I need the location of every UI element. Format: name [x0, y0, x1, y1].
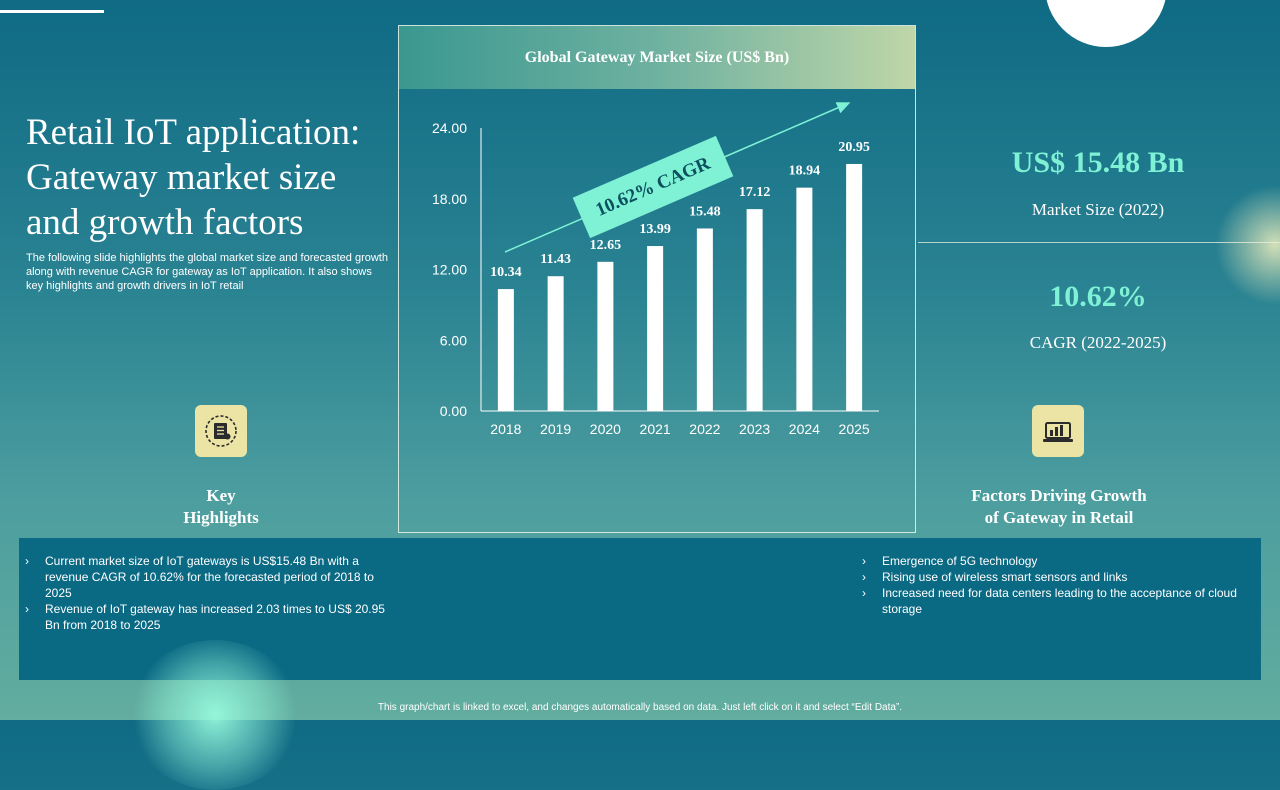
- growth-factor-item: Rising use of wireless smart sensors and…: [856, 569, 1246, 585]
- y-tick-label: 24.00: [432, 120, 467, 136]
- data-label: 11.43: [540, 252, 571, 267]
- growth-factors-heading-line1: Factors Driving Growth: [971, 486, 1147, 505]
- y-tick-label: 12.00: [432, 262, 467, 278]
- chart-title: Global Gateway Market Size (US$ Bn): [399, 26, 915, 89]
- footer-note: This graph/chart is linked to excel, and…: [377, 702, 903, 713]
- data-label: 17.12: [739, 185, 771, 200]
- y-tick-label: 18.00: [432, 191, 467, 207]
- page-subtitle: The following slide highlights the globa…: [26, 252, 388, 292]
- bar-chart[interactable]: 10.62% CAGR 0.006.0012.0018.0024.0020181…: [399, 26, 915, 532]
- y-tick-label: 0.00: [440, 403, 467, 419]
- decorative-glow-bottom: [130, 640, 300, 790]
- laptop-chart-icon: [1032, 405, 1084, 457]
- growth-factors-heading-line2: of Gateway in Retail: [984, 508, 1134, 527]
- bar[interactable]: [547, 276, 564, 411]
- x-tick-label: 2021: [640, 421, 671, 437]
- bar[interactable]: [796, 187, 813, 411]
- cagr-badge: [572, 135, 734, 239]
- top-accent-line: [0, 10, 104, 13]
- growth-factor-item: Emergence of 5G technology: [856, 553, 1246, 569]
- data-label: 12.65: [590, 238, 622, 253]
- data-label: 18.94: [789, 164, 821, 179]
- y-tick-label: 6.00: [440, 332, 467, 348]
- bar[interactable]: [846, 163, 863, 411]
- x-tick-label: 2018: [490, 421, 521, 437]
- key-highlight-item: Revenue of IoT gateway has increased 2.0…: [19, 601, 399, 633]
- bar[interactable]: [696, 228, 713, 411]
- x-tick-label: 2024: [789, 421, 820, 437]
- key-highlights-heading: Key Highlights: [91, 485, 351, 529]
- x-tick-label: 2025: [839, 421, 870, 437]
- document-list-icon: [195, 405, 247, 457]
- data-label: 13.99: [639, 222, 671, 237]
- decorative-circle: [1045, 0, 1167, 47]
- page-title: Retail IoT application: Gateway market s…: [26, 112, 361, 243]
- chart-panel[interactable]: Global Gateway Market Size (US$ Bn) 10.6…: [398, 25, 916, 533]
- cagr-value: 10.62%: [1049, 280, 1147, 313]
- x-tick-label: 2023: [739, 421, 770, 437]
- key-highlight-item: Current market size of IoT gateways is U…: [19, 553, 399, 601]
- market-size-value: US$ 15.48 Bn: [1011, 146, 1185, 179]
- bar[interactable]: [497, 289, 514, 411]
- key-highlights-list: Current market size of IoT gateways is U…: [19, 553, 399, 633]
- data-label: 15.48: [689, 204, 721, 219]
- metrics-divider: [918, 242, 1280, 243]
- bar[interactable]: [647, 246, 664, 411]
- key-highlights-heading-line1: Key: [206, 486, 236, 505]
- market-size-label: Market Size (2022): [1031, 200, 1165, 219]
- growth-factors-heading: Factors Driving Growth of Gateway in Ret…: [929, 485, 1189, 529]
- x-tick-label: 2020: [590, 421, 621, 437]
- bottom-panel: Current market size of IoT gateways is U…: [19, 538, 1261, 680]
- bar[interactable]: [746, 209, 763, 411]
- growth-factor-item: Increased need for data centers leading …: [856, 585, 1246, 617]
- x-tick-label: 2019: [540, 421, 571, 437]
- key-highlights-heading-line2: Highlights: [183, 508, 259, 527]
- growth-factors-list: Emergence of 5G technology Rising use of…: [856, 553, 1246, 617]
- data-label: 10.34: [490, 265, 522, 280]
- bar[interactable]: [597, 261, 614, 411]
- x-tick-label: 2022: [689, 421, 720, 437]
- cagr-label: CAGR (2022-2025): [1029, 333, 1167, 352]
- data-label: 20.95: [838, 140, 870, 155]
